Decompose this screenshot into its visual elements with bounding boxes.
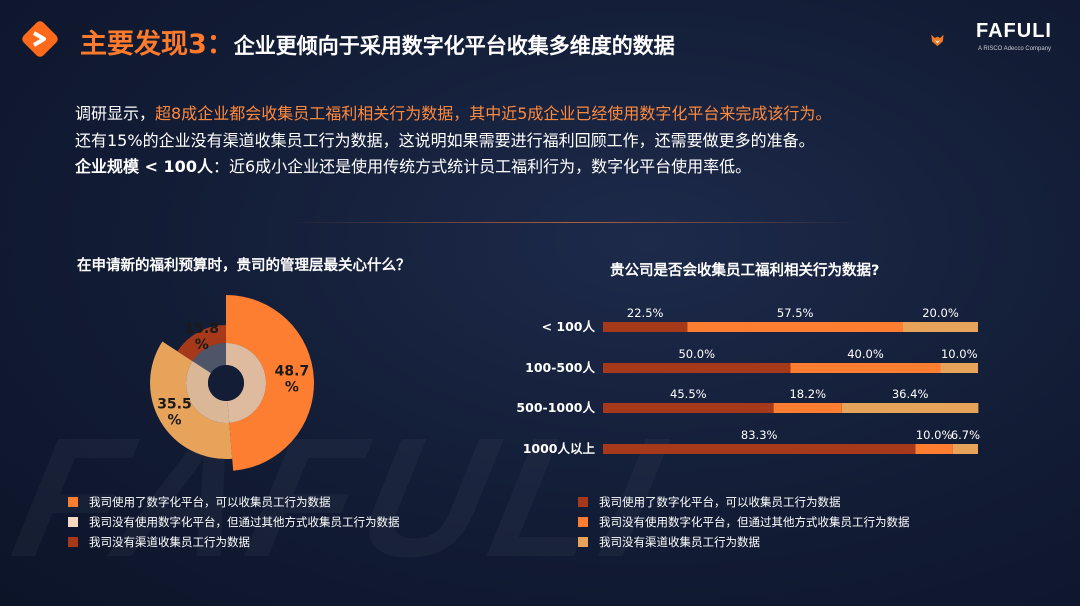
- bar-data-label-0-1: 57.5%: [777, 306, 814, 320]
- bar-data-label-3-0: 83.3%: [741, 428, 778, 442]
- pie-slice-inner-2: [192, 343, 226, 374]
- bar-category-label-1: 100-500人: [525, 360, 595, 375]
- bar-segment-0-0: [603, 322, 688, 332]
- bar-data-label-1-2: 10.0%: [941, 347, 978, 361]
- summary-line-3: 企业规模 < 100人：近6成小企业还是使用传统方式统计员工福利行为，数字化平台…: [75, 153, 751, 177]
- stacked-bar-chart: < 100人 22.5% 57.5% 20.0% 100-500人 50.0% 40.0% 1…: [516, 306, 980, 456]
- pie-legend: 我司使用了数字化平台，可以收集员工行为数据我司没有使用数字化平台，但通过其他方式…: [68, 492, 400, 552]
- pie-slice-1: [150, 341, 233, 459]
- bar-segment-1-1: [790, 363, 941, 373]
- pie-legend-item-1: 我司没有使用数字化平台，但通过其他方式收集员工行为数据: [68, 512, 400, 532]
- page-title-sub: 企业更倾向于采用数字化平台收集多维度的数据: [233, 34, 675, 58]
- bar-data-label-3-1: 10.0%: [916, 428, 953, 442]
- pie-legend-swatch-0: [68, 497, 78, 507]
- bar-segment-3-2: [952, 444, 978, 454]
- pie-slice-0: [226, 295, 315, 471]
- pie-legend-item-0: 我司使用了数字化平台，可以收集员工行为数据: [68, 492, 400, 512]
- fox-logo-icon: [931, 34, 944, 47]
- logo-subtitle: A RISCO Adecco Company: [978, 46, 1052, 52]
- bar-data-label-0-2: 20.0%: [922, 306, 959, 320]
- bar-legend-swatch-0: [578, 497, 588, 507]
- summary-line-2: 还有15%的企业没有渠道收集员工行为数据，这说明如果需要进行福利回顾工作，还需要…: [75, 131, 815, 150]
- bar-category-label-2: 500-1000人: [516, 400, 595, 415]
- bar-data-label-3-2: 6.7%: [951, 428, 980, 442]
- pie-legend-label-1: 我司没有使用数字化平台，但通过其他方式收集员工行为数据: [89, 515, 400, 529]
- bar-data-label-2-2: 36.4%: [892, 387, 929, 401]
- pie-data-label-1: 35.5%: [157, 397, 192, 429]
- pie-center-hole: [208, 365, 244, 401]
- pie-slice-inner-1: [186, 361, 230, 423]
- bar-segment-2-2: [841, 403, 979, 413]
- bar-segment-3-0: [603, 444, 916, 454]
- bar-legend-swatch-2: [578, 537, 588, 547]
- bar-segment-2-0: [603, 403, 774, 413]
- bar-legend-swatch-1: [578, 517, 588, 527]
- bar-legend: 我司使用了数字化平台，可以收集员工行为数据我司没有使用数字化平台，但通过其他方式…: [578, 492, 910, 552]
- pie-legend-label-0: 我司使用了数字化平台，可以收集员工行为数据: [89, 495, 331, 509]
- bar-segment-3-1: [915, 444, 953, 454]
- pie-data-label-2: 15.8%: [184, 321, 219, 353]
- bar-legend-item-1: 我司没有使用数字化平台，但通过其他方式收集员工行为数据: [578, 512, 910, 532]
- pie-legend-swatch-2: [68, 537, 78, 547]
- bar-chart-title: 贵公司是否会收集员工福利相关行为数据?: [610, 263, 880, 279]
- summary-line-3-bold: 企业规模 < 100人: [75, 157, 213, 176]
- bar-segment-1-2: [940, 363, 978, 373]
- bar-legend-label-0: 我司使用了数字化平台，可以收集员工行为数据: [599, 495, 841, 509]
- bar-data-label-1-0: 50.0%: [678, 347, 715, 361]
- pie-legend-item-2: 我司没有渠道收集员工行为数据: [68, 532, 400, 552]
- bar-segment-2-1: [773, 403, 842, 413]
- bar-segment-1-0: [603, 363, 791, 373]
- bar-legend-item-2: 我司没有渠道收集员工行为数据: [578, 532, 910, 552]
- bar-category-label-3: 1000人以上: [523, 441, 596, 456]
- summary-line-1-intro: 调研显示，: [75, 104, 156, 123]
- bar-legend-label-2: 我司没有渠道收集员工行为数据: [599, 535, 760, 549]
- pie-slice-inner-0: [226, 343, 267, 423]
- page-title-main: 主要发现3：: [80, 29, 234, 60]
- bar-segment-0-2: [903, 322, 978, 332]
- pie-chart: 48.7 % 35.5 % 15.8%: [150, 295, 315, 471]
- logo-text: FAFULI: [976, 20, 1052, 42]
- pie-legend-label-2: 我司没有渠道收集员工行为数据: [89, 535, 250, 549]
- page-title: 主要发现3：企业更倾向于采用数字化平台收集多维度的数据: [80, 22, 675, 61]
- bar-data-label-0-0: 22.5%: [627, 306, 664, 320]
- bar-legend-item-0: 我司使用了数字化平台，可以收集员工行为数据: [578, 492, 910, 512]
- pie-data-label-0: 48.7%: [275, 363, 310, 395]
- section-divider: [290, 222, 860, 223]
- bar-segment-0-1: [687, 322, 903, 332]
- bar-legend-label-1: 我司没有使用数字化平台，但通过其他方式收集员工行为数据: [599, 515, 910, 529]
- summary-line-1-highlight: 超8成企业都会收集员工福利相关行为数据，其中近5成企业已经使用数字化平台来完成该…: [155, 104, 832, 123]
- bar-data-label-2-1: 18.2%: [789, 387, 826, 401]
- bar-data-label-1-1: 40.0%: [847, 347, 884, 361]
- pie-chart-title: 在申请新的福利预算时，贵司的管理层最关心什么？: [77, 258, 411, 274]
- bar-data-label-2-0: 45.5%: [670, 387, 707, 401]
- bar-category-label-0: < 100人: [542, 319, 596, 334]
- summary-line-1: 调研显示，超8成企业都会收集员工福利相关行为数据，其中近5成企业已经使用数字化平…: [75, 100, 831, 124]
- pie-legend-swatch-1: [68, 517, 78, 527]
- summary-line-3-rest: ：近6成小企业还是使用传统方式统计员工福利行为，数字化平台使用率低。: [212, 157, 752, 176]
- pie-slice-2: [177, 325, 226, 362]
- diamond-arrow-icon: [22, 21, 58, 57]
